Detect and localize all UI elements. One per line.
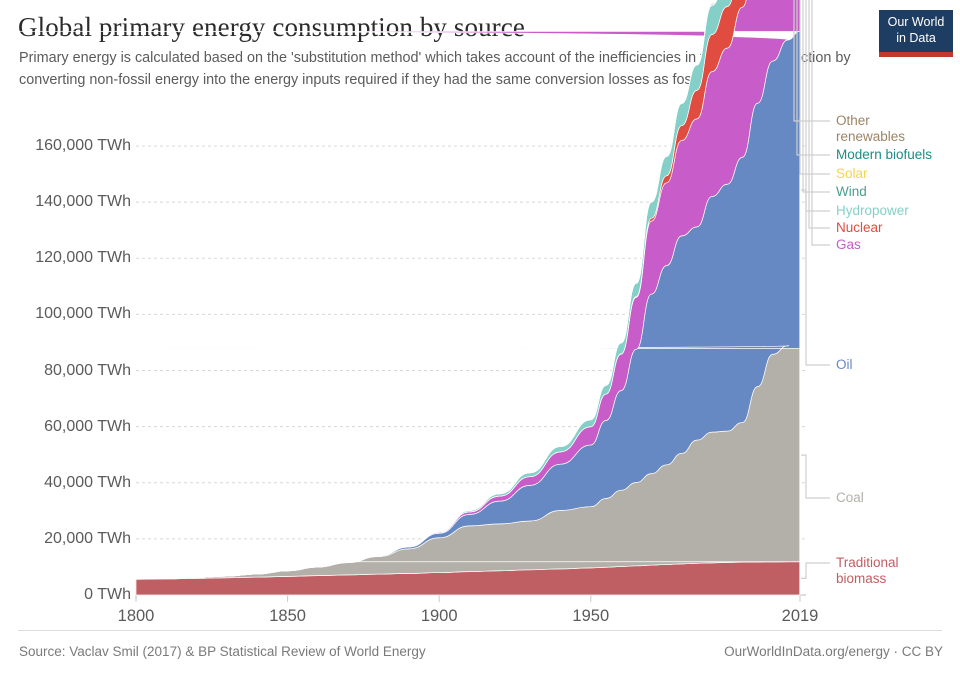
owid-logo[interactable]: Our World in Data bbox=[879, 10, 953, 57]
series-label-line: Hydropower bbox=[836, 203, 909, 218]
source-note: Source: Vaclav Smil (2017) & BP Statisti… bbox=[19, 644, 426, 659]
y-axis-tick-label: 20,000 TWh bbox=[44, 529, 131, 547]
y-axis-tick-label: 60,000 TWh bbox=[44, 417, 131, 435]
leader-line-gas bbox=[811, 0, 830, 246]
series-label-coal[interactable]: Coal bbox=[836, 490, 864, 506]
logo-line-2: in Data bbox=[896, 31, 936, 45]
series-label-line: renewables bbox=[836, 129, 906, 144]
y-axis-tick-label: 120,000 TWh bbox=[35, 249, 131, 267]
series-label-oil[interactable]: Oil bbox=[836, 357, 853, 373]
series-label-solar[interactable]: Solar bbox=[836, 166, 868, 182]
series-label-line: Gas bbox=[836, 237, 861, 252]
license-note[interactable]: OurWorldInData.org/energy · CC BY bbox=[724, 644, 943, 659]
series-label-line: Solar bbox=[836, 166, 868, 181]
x-axis-tick-label: 1950 bbox=[572, 607, 610, 625]
y-axis-tick-label: 0 TWh bbox=[84, 586, 131, 603]
series-label-line: biomass bbox=[836, 571, 887, 586]
x-axis-tick-label: 2019 bbox=[781, 607, 819, 625]
area-band-other-renewables bbox=[0, 0, 717, 580]
leader-line-traditional-biomass bbox=[801, 562, 830, 579]
series-label-other-renewables[interactable]: Other renewables bbox=[836, 113, 905, 145]
leader-line-solar bbox=[799, 0, 830, 175]
footer-divider bbox=[18, 630, 942, 631]
series-label-traditional-biomass[interactable]: Traditional biomass bbox=[836, 555, 899, 587]
series-label-line: Nuclear bbox=[836, 220, 883, 235]
y-axis-tick-label: 100,000 TWh bbox=[35, 305, 131, 323]
leader-line-oil bbox=[801, 189, 830, 366]
y-axis-tick-label: 40,000 TWh bbox=[44, 473, 131, 491]
y-axis-tick-label: 80,000 TWh bbox=[44, 361, 131, 379]
leader-line-hydropower bbox=[805, 0, 830, 212]
x-axis-tick-label: 1900 bbox=[420, 607, 458, 625]
y-axis-tick-label: 140,000 TWh bbox=[35, 193, 131, 211]
leader-line-modern-biofuels bbox=[796, 0, 830, 156]
x-axis-tick-label: 1800 bbox=[117, 607, 155, 625]
series-label-wind[interactable]: Wind bbox=[836, 184, 867, 200]
chart-subtitle: Primary energy is calculated based on th… bbox=[19, 50, 851, 88]
series-label-line: Other bbox=[836, 113, 870, 128]
logo-line-1: Our World bbox=[887, 15, 945, 29]
leader-line-coal bbox=[801, 454, 830, 499]
series-label-modern-biofuels[interactable]: Modern biofuels bbox=[836, 147, 932, 163]
leader-line-wind bbox=[802, 0, 830, 193]
series-label-nuclear[interactable]: Nuclear bbox=[836, 220, 883, 236]
series-label-line: Modern biofuels bbox=[836, 147, 933, 162]
series-label-line: Traditional bbox=[836, 555, 899, 570]
y-axis-tick-label: 160,000 TWh bbox=[35, 137, 131, 155]
x-axis-tick-label: 1850 bbox=[269, 607, 306, 625]
series-label-line: Oil bbox=[836, 357, 853, 372]
series-label-hydropower[interactable]: Hydropower bbox=[836, 203, 909, 219]
series-label-line: Coal bbox=[836, 490, 864, 505]
series-label-gas[interactable]: Gas bbox=[836, 237, 861, 253]
series-label-line: Wind bbox=[836, 184, 867, 199]
leader-line-nuclear bbox=[808, 0, 830, 229]
page-title: Global primary energy consumption by sou… bbox=[18, 12, 525, 42]
